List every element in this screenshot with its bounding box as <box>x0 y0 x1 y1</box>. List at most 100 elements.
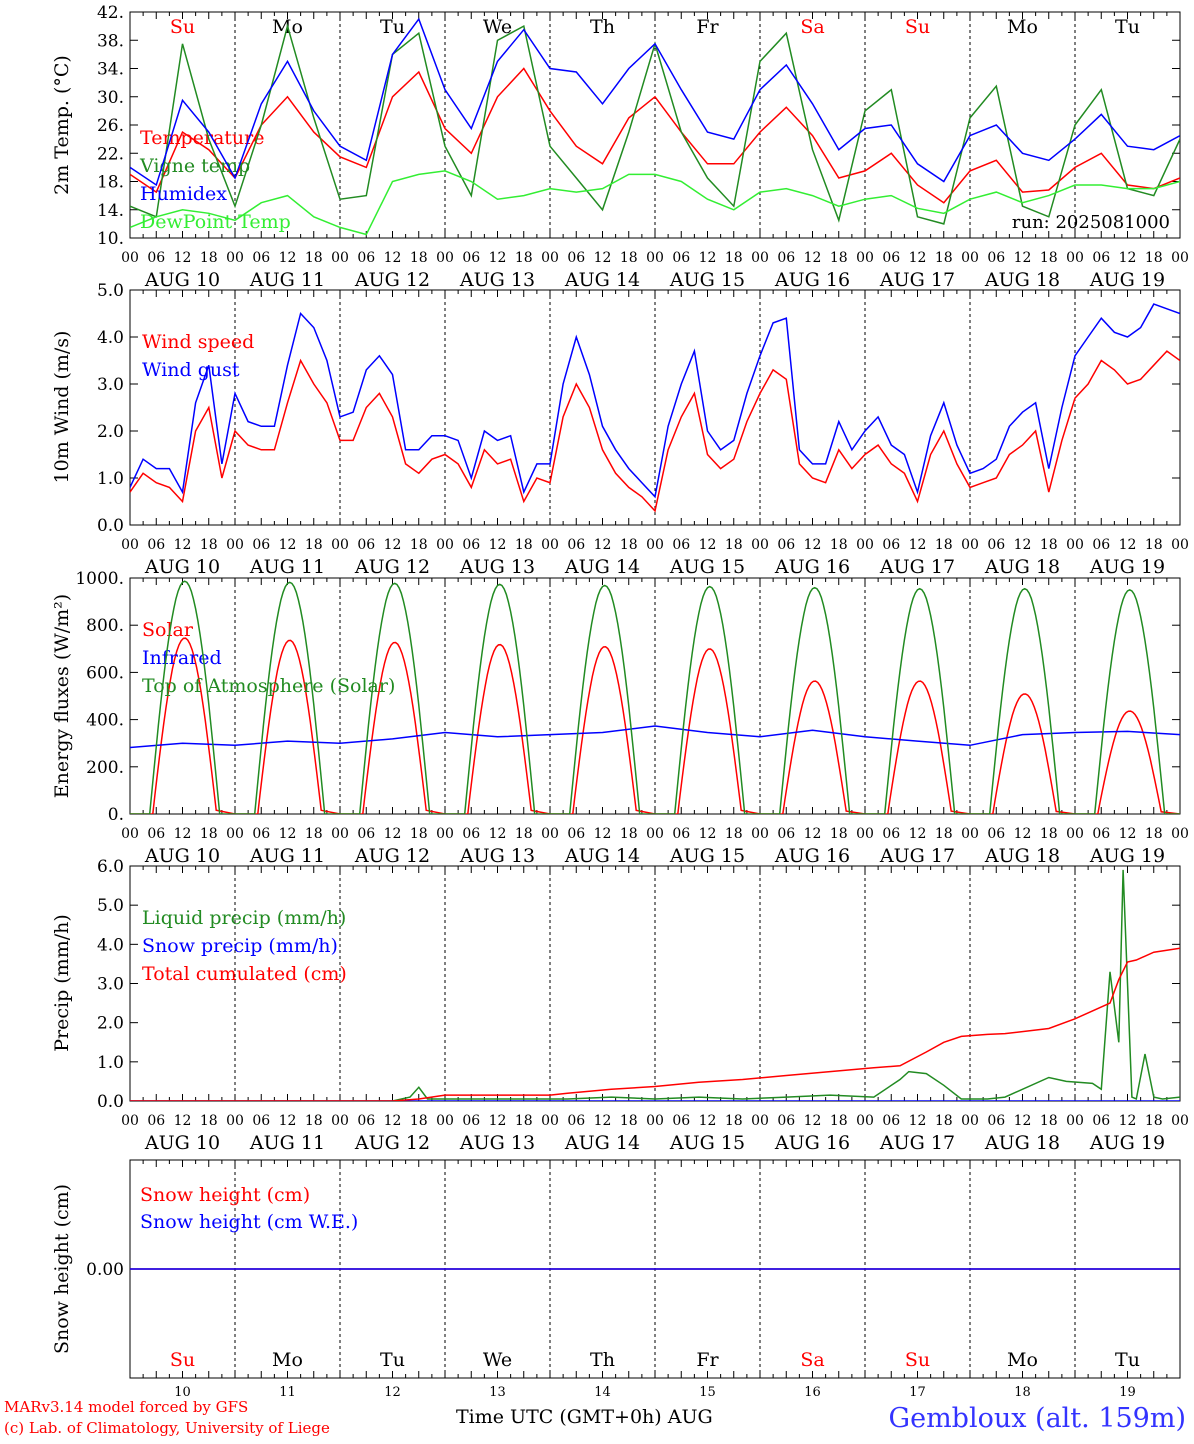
series-line-infrared <box>130 725 1180 749</box>
y-tick-label: 10. <box>97 229 124 249</box>
legend-entry: Solar <box>142 619 194 641</box>
hour-tick-label: 18 <box>200 826 218 842</box>
y-tick-label: 34. <box>97 60 124 80</box>
hour-tick-label: 12 <box>489 826 507 842</box>
hour-tick-label: 06 <box>567 537 585 553</box>
legend-entry: Wind gust <box>142 359 240 381</box>
day-name: Mo <box>1007 16 1038 38</box>
hour-tick-label: 18 <box>1040 250 1058 266</box>
hour-tick-label: 18 <box>935 826 953 842</box>
y-tick-label: 800. <box>86 616 124 636</box>
x-axis-title: Time UTC (GMT+0h) AUG <box>456 1406 713 1428</box>
hour-tick-label: 06 <box>987 537 1005 553</box>
hour-tick-label: 18 <box>620 250 638 266</box>
hour-tick-label: 12 <box>489 537 507 553</box>
hour-tick-label: 00 <box>226 826 244 842</box>
station-name: Gembloux (alt. 159m) <box>888 1403 1186 1434</box>
hour-tick-label: 00 <box>961 1113 979 1129</box>
hour-tick-label: 12 <box>174 826 192 842</box>
y-axis-label: Energy fluxes (W/m²) <box>51 594 73 798</box>
hour-tick-label: 12 <box>279 537 297 553</box>
hour-tick-label: 12 <box>384 826 402 842</box>
hour-tick-label: 12 <box>594 537 612 553</box>
day-label: AUG 13 <box>459 1132 535 1154</box>
hour-tick-label: 00 <box>121 1113 139 1129</box>
hour-tick-label: 00 <box>436 826 454 842</box>
day-number-label: 17 <box>909 1385 926 1400</box>
hour-tick-label: 12 <box>594 1113 612 1129</box>
y-tick-label: 3.0 <box>97 375 124 395</box>
hour-tick-label: 00 <box>856 537 874 553</box>
day-name: Sa <box>800 16 824 38</box>
hour-tick-label: 12 <box>1119 826 1137 842</box>
y-tick-label: 5.0 <box>97 281 124 301</box>
day-label: AUG 17 <box>879 556 955 578</box>
hour-tick-label: 00 <box>751 826 769 842</box>
day-label: AUG 14 <box>564 269 640 291</box>
day-label: AUG 15 <box>669 269 745 291</box>
hour-tick-label: 06 <box>777 537 795 553</box>
day-name: Sa <box>800 1349 824 1371</box>
day-label: AUG 18 <box>984 269 1060 291</box>
lab-credit: (c) Lab. of Climatology, University of L… <box>4 1419 330 1437</box>
x-axis-title-text: Time UTC (GMT+0h) <box>456 1406 662 1428</box>
hour-tick-label: 18 <box>725 537 743 553</box>
hour-tick-label: 12 <box>699 826 717 842</box>
day-label: AUG 14 <box>564 845 640 867</box>
hour-tick-label: 12 <box>699 1113 717 1129</box>
legend-entry: Total cumulated (cm) <box>142 963 347 985</box>
hour-tick-label: 12 <box>804 826 822 842</box>
hour-tick-label: 06 <box>882 1113 900 1129</box>
series-line-top-of-atmosphere-solar- <box>130 580 1180 814</box>
hour-tick-label: 18 <box>305 250 323 266</box>
day-label: AUG 15 <box>669 556 745 578</box>
hour-tick-label: 06 <box>987 1113 1005 1129</box>
day-number-label: 10 <box>174 1385 191 1400</box>
day-label: AUG 10 <box>144 269 220 291</box>
hour-tick-label: 18 <box>1040 1113 1058 1129</box>
day-number-label: 11 <box>279 1385 296 1400</box>
hour-tick-label: 06 <box>462 826 480 842</box>
day-label: AUG 11 <box>249 269 325 291</box>
legend-entry: Top of Atmosphere (Solar) <box>142 675 395 697</box>
day-label: AUG 11 <box>249 845 325 867</box>
day-number-label: 12 <box>384 1385 401 1400</box>
hour-tick-label: 00 <box>226 537 244 553</box>
hour-tick-label: 18 <box>305 537 323 553</box>
hour-tick-label: 00 <box>121 537 139 553</box>
hour-tick-label: 12 <box>384 1113 402 1129</box>
hour-tick-label: 06 <box>672 250 690 266</box>
legend-entry: Liquid precip (mm/h) <box>142 907 346 929</box>
hour-tick-label: 06 <box>147 1113 165 1129</box>
hour-tick-label: 06 <box>672 537 690 553</box>
hour-tick-label: 06 <box>252 826 270 842</box>
hour-tick-label: 12 <box>1014 1113 1032 1129</box>
y-axis-label: Precip (mm/h) <box>51 914 73 1052</box>
day-name: Tu <box>380 16 405 38</box>
hour-tick-label: 00 <box>331 1113 349 1129</box>
hour-tick-label: 18 <box>305 1113 323 1129</box>
day-label: AUG 17 <box>879 269 955 291</box>
hour-tick-label: 18 <box>515 537 533 553</box>
hour-tick-label: 00 <box>541 1113 559 1129</box>
hour-tick-label: 18 <box>830 537 848 553</box>
hour-tick-label: 18 <box>1040 826 1058 842</box>
day-label: AUG 15 <box>669 845 745 867</box>
hour-tick-label: 06 <box>357 826 375 842</box>
hour-tick-label: 12 <box>909 1113 927 1129</box>
y-tick-label: 1000. <box>75 569 124 589</box>
day-name: Th <box>590 1349 615 1371</box>
hour-tick-label: 18 <box>620 537 638 553</box>
hour-tick-label: 00 <box>436 537 454 553</box>
hour-tick-label: 06 <box>462 1113 480 1129</box>
hour-tick-label: 06 <box>567 250 585 266</box>
day-name: Tu <box>1115 1349 1140 1371</box>
hour-tick-label: 00 <box>1171 826 1189 842</box>
day-label: AUG 12 <box>354 845 430 867</box>
hour-tick-label: 12 <box>699 537 717 553</box>
hour-tick-label: 18 <box>725 250 743 266</box>
hour-tick-label: 00 <box>961 826 979 842</box>
hour-tick-label: 18 <box>515 1113 533 1129</box>
hour-tick-label: 06 <box>252 537 270 553</box>
